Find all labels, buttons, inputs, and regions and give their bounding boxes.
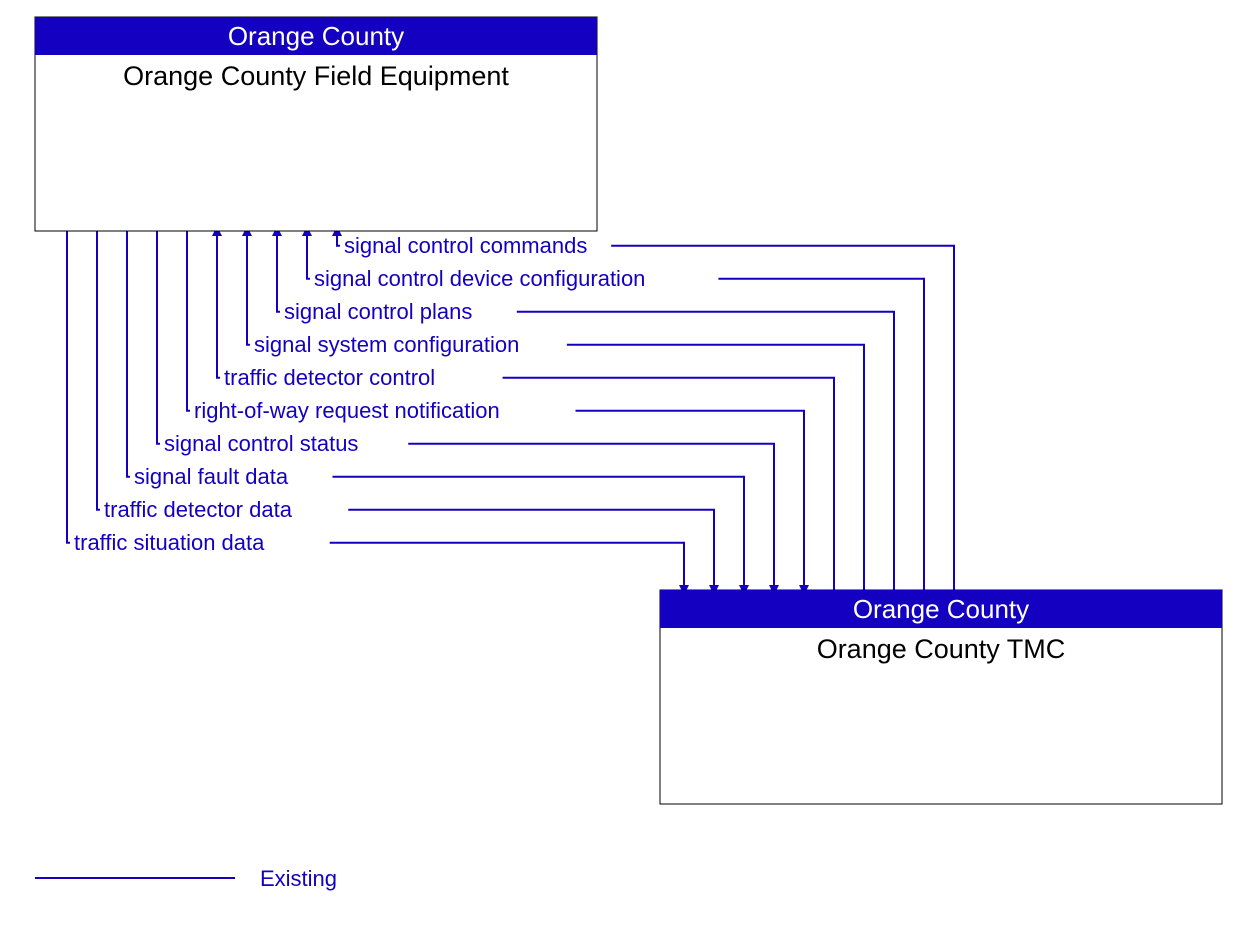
flow-label: signal control device configuration <box>314 266 645 291</box>
flow-label: traffic situation data <box>74 530 265 555</box>
flow-label: signal system configuration <box>254 332 519 357</box>
node-body-label: Orange County Field Equipment <box>123 61 509 91</box>
legend: Existing <box>35 866 337 891</box>
node-top: Orange County Orange County Field Equipme… <box>35 17 597 231</box>
architecture-diagram: traffic situation data traffic detector d… <box>0 0 1252 927</box>
legend-label: Existing <box>260 866 337 891</box>
flow-label: right-of-way request notification <box>194 398 500 423</box>
node-header-label: Orange County <box>228 21 404 51</box>
flow-label: signal control status <box>164 431 358 456</box>
flow-label: signal control commands <box>344 233 587 258</box>
flow-label: signal control plans <box>284 299 472 324</box>
node-body-label: Orange County TMC <box>817 634 1066 664</box>
flow-label: traffic detector data <box>104 497 293 522</box>
node-header-label: Orange County <box>853 594 1029 624</box>
flow-label: traffic detector control <box>224 365 435 390</box>
flow-label: signal fault data <box>134 464 289 489</box>
node-bottom: Orange County Orange County TMC <box>660 590 1222 804</box>
